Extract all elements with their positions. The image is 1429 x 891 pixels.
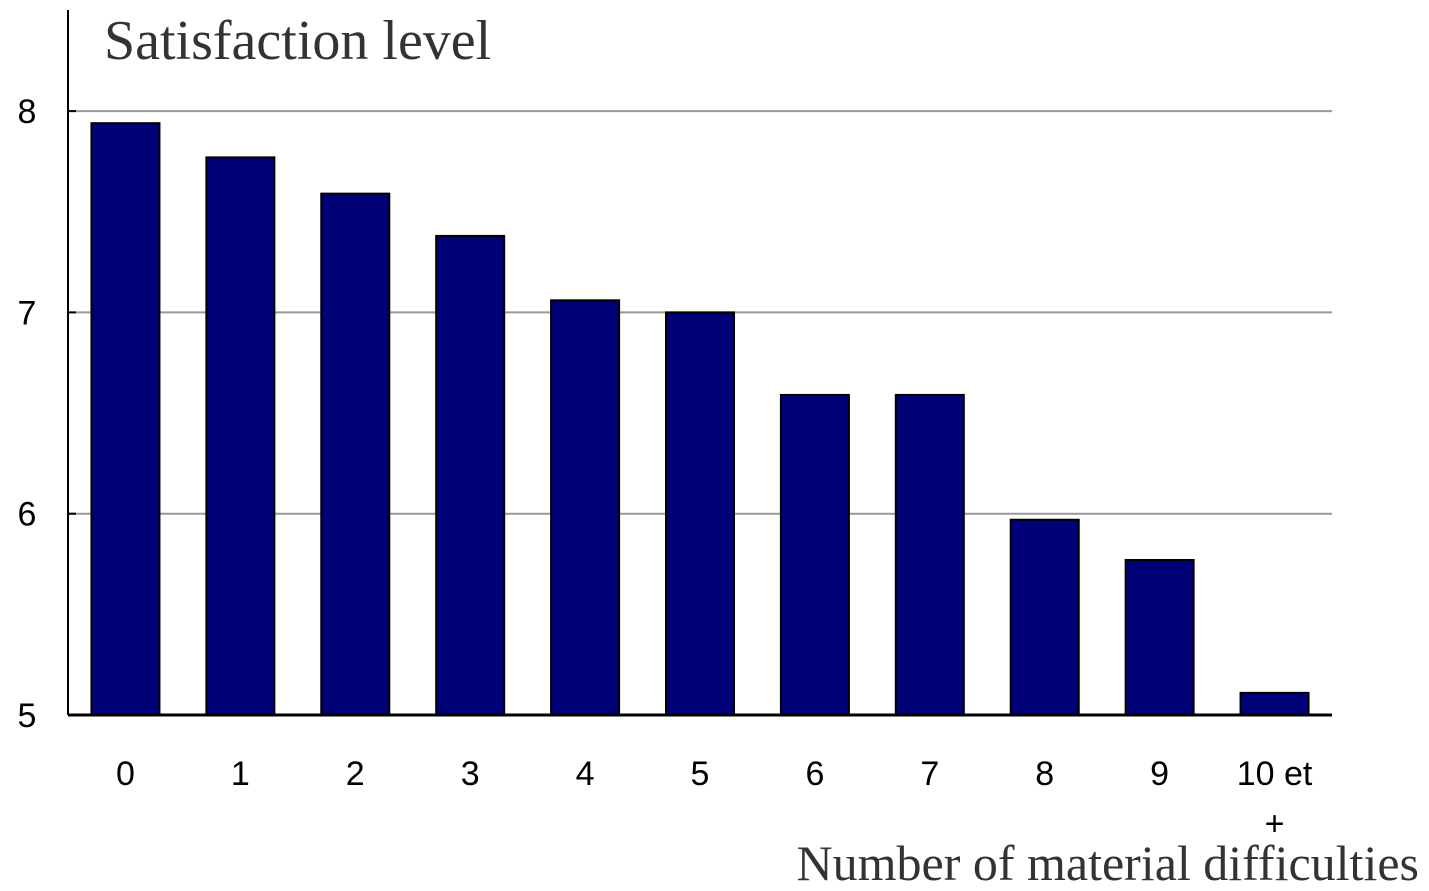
y-tick-labels: 5 6 7 8 [18, 93, 37, 735]
x-tick-label: 5 [691, 755, 710, 793]
bar-4 [550, 299, 621, 716]
bar-1 [205, 156, 276, 717]
x-tick-label: 9 [1150, 755, 1169, 793]
x-tick-label: 3 [461, 755, 480, 793]
bar-5 [665, 311, 735, 716]
bar-10-et-plus [1239, 691, 1310, 716]
x-tick-label: 4 [576, 755, 595, 793]
x-tick-label: 1 [231, 755, 250, 793]
x-tick-label: 10 et + [1237, 755, 1313, 843]
bar-7 [894, 393, 965, 716]
y-tick-label: 6 [18, 496, 37, 534]
bar-2 [320, 192, 391, 716]
bar-8 [1009, 518, 1080, 717]
x-tick-label: 0 [116, 755, 135, 793]
bar-3 [435, 234, 506, 716]
bar-9 [1124, 558, 1195, 717]
y-tick-label: 7 [18, 294, 37, 332]
x-tick-label: 8 [1035, 755, 1054, 793]
axes [67, 10, 1332, 717]
x-tick-label: 2 [346, 755, 365, 793]
bar-0 [90, 122, 161, 717]
y-tick-label: 8 [18, 93, 37, 131]
bars [90, 122, 1310, 717]
x-tick-label: 7 [920, 755, 939, 793]
y-tick-label: 5 [18, 697, 37, 735]
x-tick-label: 6 [805, 755, 824, 793]
x-axis-title: Number of material difficulties [797, 835, 1420, 886]
x-tick-labels: 0 1 2 3 4 5 6 7 8 9 10 et + [116, 755, 1313, 843]
bar-6 [779, 393, 850, 716]
y-axis-title: Satisfaction level [104, 10, 491, 72]
